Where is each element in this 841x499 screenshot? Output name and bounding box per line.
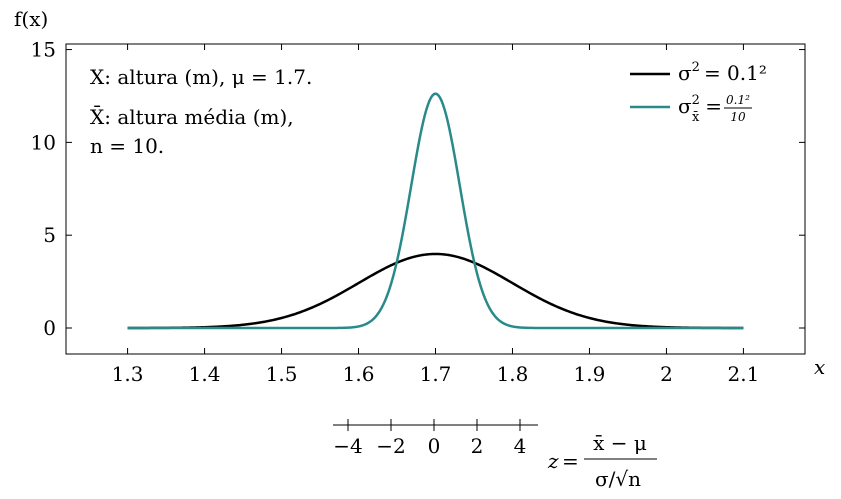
z-tick-label: 4 xyxy=(514,434,527,458)
legend-entry-normal: σ2 = 0.1² xyxy=(630,60,767,85)
y-tick-label: 0 xyxy=(43,316,56,340)
z-axis-formula: z = x̄ − μ σ/√n xyxy=(547,431,657,491)
plot-frame xyxy=(65,43,806,355)
x-tick-label: 1.3 xyxy=(112,362,144,386)
x-tick-label: 2 xyxy=(660,362,673,386)
annotation-line-2: X̄: altura média (m), xyxy=(90,104,294,129)
annotation-line-3: n = 10. xyxy=(90,134,164,158)
legend-label-mean-base: σ xyxy=(678,94,692,118)
legend-label-normal-base: σ xyxy=(678,61,692,85)
x-tick-label: 1.9 xyxy=(574,362,606,386)
legend-label-normal-rhs: = 0.1² xyxy=(704,61,767,85)
z-formula-den: σ/√n xyxy=(595,467,641,491)
ticks-layer: 1.3 1.4 1.5 1.6 1.7 1.8 1.9 2 2.1 0 5 10 15 xyxy=(31,38,805,386)
legend-label-mean-sub: x̄ xyxy=(692,110,700,125)
series-layer xyxy=(127,92,744,330)
z-axis: −4 −2 0 2 4 z = x̄ − μ σ/√n xyxy=(333,419,657,491)
legend-label-mean-sup: 2 xyxy=(692,93,700,108)
annotation-line-1: X: altura (m), μ = 1.7. xyxy=(90,65,312,89)
annotation-box: X: altura (m), μ = 1.7. X̄: altura média… xyxy=(90,65,312,158)
z-formula-lhs: z xyxy=(547,449,559,473)
legend-entry-mean: σ2 x̄ = 0.1² 10 xyxy=(630,93,752,125)
z-tick-label: 0 xyxy=(428,434,441,458)
x-tick-label: 1.7 xyxy=(420,362,452,386)
series-line-1 xyxy=(127,92,744,330)
z-tick-label: −4 xyxy=(333,434,362,458)
z-ticks-layer: −4 −2 0 2 4 xyxy=(333,419,526,458)
z-tick-label: −2 xyxy=(376,434,405,458)
z-tick-label: 2 xyxy=(471,434,484,458)
x-tick-label: 1.8 xyxy=(497,362,529,386)
series-line-0 xyxy=(127,252,744,330)
legend-frac-den: 10 xyxy=(730,110,746,124)
z-formula-num: x̄ − μ xyxy=(593,431,647,455)
x-axis-label: x xyxy=(814,355,825,379)
legend: σ2 = 0.1² σ2 x̄ = 0.1² 10 xyxy=(630,60,767,125)
legend-label-mean-eq: = xyxy=(705,94,722,118)
x-tick-label: 1.6 xyxy=(343,362,375,386)
legend-frac-num: 0.1² xyxy=(726,93,750,107)
y-axis-label: f(x) xyxy=(14,7,48,31)
x-tick-label: 1.4 xyxy=(189,362,221,386)
x-tick-label: 1.5 xyxy=(266,362,298,386)
y-tick-label: 15 xyxy=(31,38,56,62)
legend-label-mean: σ2 x̄ = xyxy=(678,93,722,125)
z-formula-eq: = xyxy=(562,449,579,473)
x-tick-label: 2.1 xyxy=(728,362,760,386)
y-tick-label: 5 xyxy=(43,223,56,247)
legend-label-normal-sup: 2 xyxy=(692,60,700,75)
legend-label-normal: σ2 = 0.1² xyxy=(678,60,767,85)
y-tick-label: 10 xyxy=(31,130,56,154)
